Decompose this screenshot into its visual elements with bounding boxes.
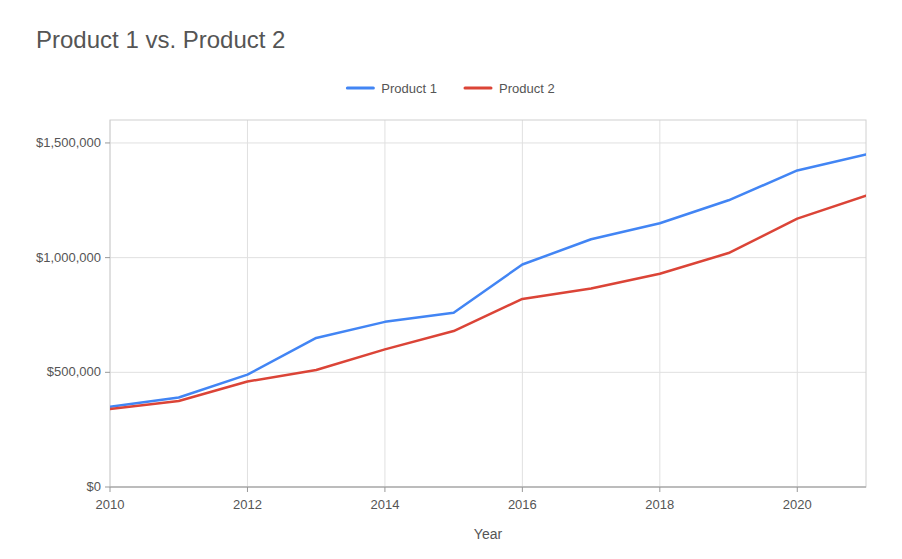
x-tick (247, 487, 248, 492)
y-tick-label: $0 (87, 479, 101, 494)
x-tick-label: 2012 (233, 497, 262, 512)
chart-container: Product 1 vs. Product 2 $0 $500,000 $1,000,… (0, 0, 902, 559)
y-tick (105, 372, 110, 373)
legend: Product 1 Product 2 (347, 81, 554, 96)
y-grid-line (110, 372, 866, 373)
x-axis-line (110, 487, 866, 488)
grid (110, 120, 866, 487)
y-tick-label: $500,000 (47, 364, 101, 379)
series-line (110, 196, 866, 409)
plot-frame (110, 120, 866, 487)
y-tick-label: $1,500,000 (36, 135, 101, 150)
y-tick (105, 257, 110, 258)
x-tick (522, 487, 523, 492)
series-line (110, 154, 866, 406)
x-tick (797, 487, 798, 492)
legend-label: Product 2 (499, 81, 555, 96)
x-axis: 2010 2012 2014 2016 2018 2020 (96, 487, 812, 512)
x-tick-label: 2014 (370, 497, 399, 512)
x-tick-label: 2010 (96, 497, 125, 512)
y-grid-line (110, 142, 866, 143)
x-grid-line (659, 120, 660, 487)
legend-item: Product 2 (465, 81, 555, 96)
x-tick (110, 487, 111, 492)
x-tick (384, 487, 385, 492)
x-tick (659, 487, 660, 492)
legend-swatch (347, 87, 373, 90)
y-tick (105, 142, 110, 143)
x-tick-label: 2020 (783, 497, 812, 512)
x-tick-label: 2018 (645, 497, 674, 512)
y-grid-line (110, 487, 866, 488)
y-tick-label: $1,000,000 (36, 250, 101, 265)
y-tick (105, 487, 110, 488)
chart-title: Product 1 vs. Product 2 (36, 26, 285, 53)
lines (110, 154, 866, 409)
chart-svg: Product 1 vs. Product 2 $0 $500,000 $1,000,… (0, 0, 902, 559)
x-tick-label: 2016 (508, 497, 537, 512)
legend-swatch (465, 87, 491, 90)
x-axis-label: Year (474, 526, 503, 542)
x-grid-line (797, 120, 798, 487)
x-grid-line (384, 120, 385, 487)
x-grid-line (522, 120, 523, 487)
x-grid-line (247, 120, 248, 487)
legend-label: Product 1 (381, 81, 437, 96)
legend-item: Product 1 (347, 81, 437, 96)
y-axis: $0 $500,000 $1,000,000 $1,500,000 (36, 135, 110, 494)
y-grid-line (110, 257, 866, 258)
